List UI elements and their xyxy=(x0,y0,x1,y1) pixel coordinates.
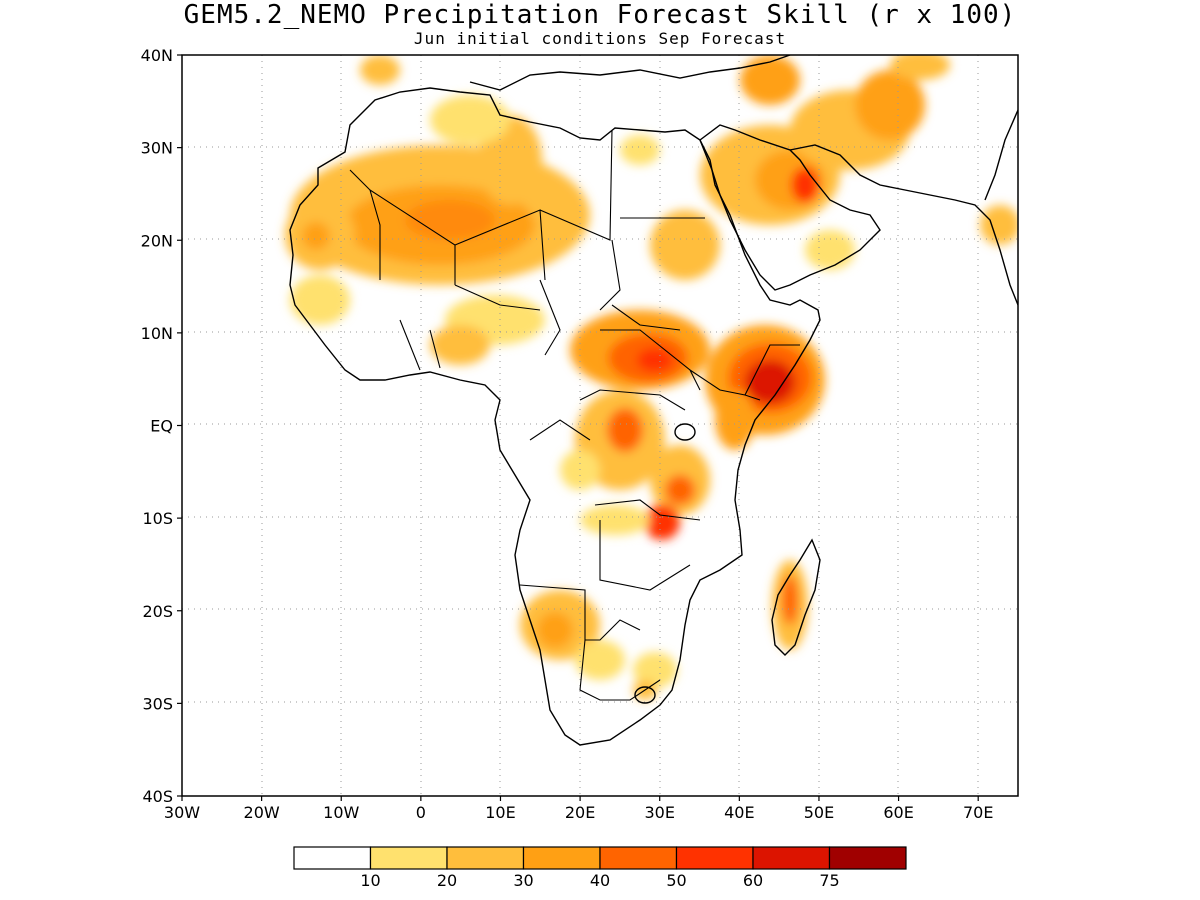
skill-area-turkey xyxy=(740,55,800,105)
lat-tick-label: 10S xyxy=(142,509,173,528)
skill-area-mauritania-core xyxy=(302,222,330,250)
lon-tick-label: 20W xyxy=(244,803,280,822)
skill-area-malawi xyxy=(644,504,680,540)
lon-tick-label: 10E xyxy=(485,803,515,822)
skill-area-northafrica-top xyxy=(360,55,400,85)
lat-tick-label: 40S xyxy=(142,787,173,806)
colorbar-label: 30 xyxy=(513,871,533,890)
lesotho-outline xyxy=(634,686,656,704)
persian-gulf-coast xyxy=(789,144,1018,306)
chart-title: GEM5.2_NEMO Precipitation Forecast Skill… xyxy=(183,0,1017,30)
colorbar-label: 40 xyxy=(590,871,610,890)
lat-tick-label: 10N xyxy=(141,324,173,343)
lon-tick-label: 30W xyxy=(164,803,200,822)
colorbar-swatch xyxy=(293,846,372,870)
colorbar-swatch xyxy=(599,846,678,870)
skill-area-caspian xyxy=(890,55,950,80)
skill-area-namibia-core xyxy=(537,612,573,648)
skill-area-zambia xyxy=(580,505,650,535)
colorbar-swatch xyxy=(675,846,754,870)
colorbar-swatch xyxy=(446,846,525,870)
lon-tick-label: 60E xyxy=(883,803,913,822)
colorbar-label: 10 xyxy=(360,871,380,890)
country-borders xyxy=(349,129,800,701)
colorbar-swatch xyxy=(522,846,601,870)
lon-tick-label: 10W xyxy=(323,803,359,822)
colorbar-label: 60 xyxy=(743,871,763,890)
colorbar-label: 50 xyxy=(666,871,686,890)
skill-area-gabon xyxy=(560,450,600,490)
grid-lines xyxy=(182,55,1018,796)
skill-area-southafrica xyxy=(633,652,677,688)
skill-area-sahel-core xyxy=(405,200,495,240)
lat-tick-label: 20N xyxy=(141,231,173,250)
lon-tick-label: 40E xyxy=(724,803,754,822)
lat-tick-label: EQ xyxy=(150,417,173,436)
lon-tick-label: 20E xyxy=(565,803,595,822)
skill-area-algeria-north xyxy=(430,95,510,145)
eurasia-coastline xyxy=(469,55,791,91)
latitude-axis: 40N 30N 20N 10N EQ 10S 20S 30S 40S xyxy=(141,46,182,806)
skill-area-arabia-core xyxy=(791,167,819,203)
skill-area-afghanistan xyxy=(855,70,925,140)
skill-area-ghana xyxy=(430,325,490,365)
arabia-coastline xyxy=(699,124,881,291)
madagascar-coastline xyxy=(771,538,821,656)
coastlines xyxy=(289,55,1018,746)
skill-area-congo-core xyxy=(607,408,643,452)
colorbar-label: 20 xyxy=(437,871,457,890)
lat-tick-label: 40N xyxy=(141,46,173,65)
lat-tick-label: 30S xyxy=(142,694,173,713)
skill-area-coastal-westafrica xyxy=(290,275,350,325)
colorbar-swatch xyxy=(369,846,448,870)
skill-area-botswana xyxy=(575,640,625,680)
africa-coastline xyxy=(289,87,821,746)
skill-shading-layer xyxy=(285,55,1018,700)
lon-tick-label: 0 xyxy=(416,803,426,822)
lon-tick-label: 30E xyxy=(644,803,674,822)
skill-area-egypt xyxy=(620,135,660,165)
lat-tick-label: 30N xyxy=(141,139,173,158)
colorbar-label: 75 xyxy=(819,871,839,890)
india-coast xyxy=(984,109,1018,201)
chart-subtitle: Jun initial conditions Sep Forecast xyxy=(413,29,787,48)
skill-area-tanzania-core xyxy=(665,475,695,505)
skill-area-yemen xyxy=(805,230,855,270)
longitude-axis: 30W 20W 10W 0 10E 20E 30E 40E 50E 60E 70E xyxy=(164,796,993,822)
lon-tick-label: 70E xyxy=(963,803,993,822)
lon-tick-label: 50E xyxy=(804,803,834,822)
colorbar: 10 20 30 40 50 60 75 xyxy=(293,846,907,890)
skill-area-india xyxy=(980,205,1018,245)
lat-tick-label: 20S xyxy=(142,602,173,621)
skill-area-southsudan-core xyxy=(637,348,673,372)
skill-blobs xyxy=(285,55,1018,700)
colorbar-swatch xyxy=(828,846,907,870)
colorbar-swatch xyxy=(752,846,831,870)
lake-victoria xyxy=(674,423,696,441)
skill-area-madagascar-core xyxy=(782,575,798,625)
skill-area-kenya xyxy=(715,390,755,450)
skill-area-sudan xyxy=(650,210,720,280)
